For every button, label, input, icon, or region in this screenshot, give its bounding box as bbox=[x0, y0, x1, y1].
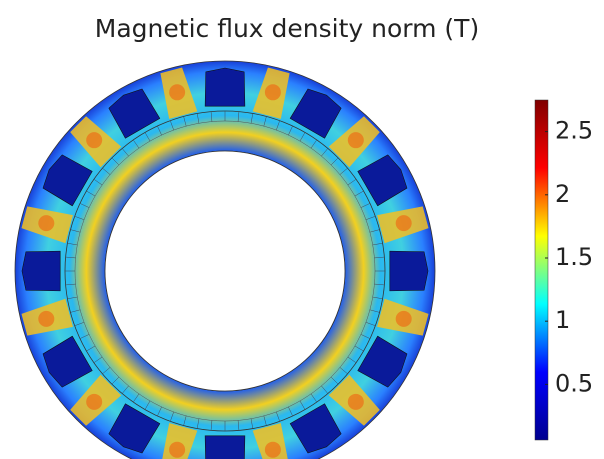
flux-peak bbox=[348, 132, 364, 148]
magnet bbox=[205, 436, 245, 459]
field-plot bbox=[15, 61, 435, 459]
flux-peak bbox=[265, 442, 281, 458]
flux-peak bbox=[348, 394, 364, 410]
flux-peak bbox=[265, 84, 281, 100]
colorbar-tick-label: 0.5 bbox=[555, 369, 593, 397]
flux-peak bbox=[169, 442, 185, 458]
flux-peak bbox=[38, 311, 54, 327]
colorbar-tick-label: 2 bbox=[555, 180, 570, 208]
magnet bbox=[390, 251, 428, 291]
colorbar-tick-label: 1 bbox=[555, 306, 570, 334]
chart-title: Magnetic flux density norm (T) bbox=[95, 14, 479, 43]
flux-peak bbox=[169, 84, 185, 100]
page: Magnetic flux density norm (T) 0.5 1 1.5 2 2… bbox=[0, 0, 604, 459]
colorbar-gradient bbox=[535, 100, 548, 440]
colorbar: 0.5 1 1.5 2 2.5 bbox=[535, 100, 593, 440]
flux-peak bbox=[38, 215, 54, 231]
flux-peak bbox=[86, 394, 102, 410]
magnet bbox=[205, 68, 245, 106]
flux-peak bbox=[396, 311, 412, 327]
colorbar-tick-label: 2.5 bbox=[555, 117, 593, 145]
flux-peak bbox=[86, 132, 102, 148]
chart: Magnetic flux density norm (T) 0.5 1 1.5 2 2… bbox=[0, 0, 604, 459]
magnet bbox=[22, 251, 60, 291]
flux-peak bbox=[396, 215, 412, 231]
colorbar-tick-label: 1.5 bbox=[555, 243, 593, 271]
bore bbox=[105, 151, 345, 391]
